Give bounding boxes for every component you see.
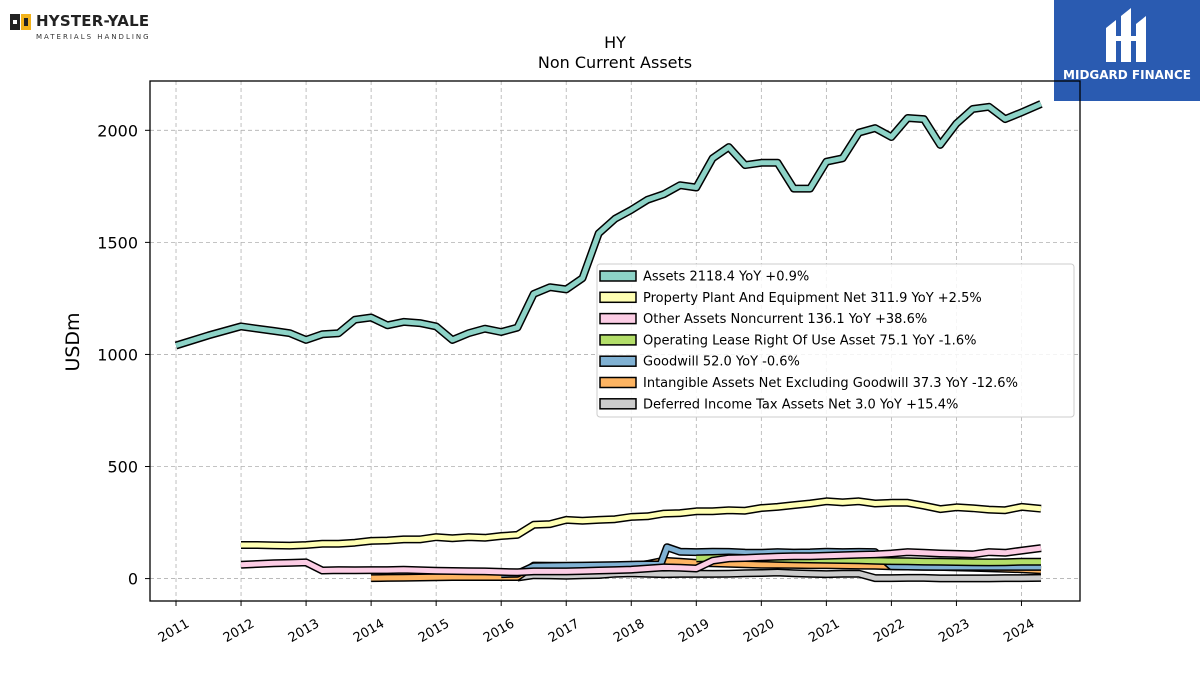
series-deferred-income-tax-assets-net [516,568,1042,583]
x-axis-ticks: 2011 2012 2013 2014 2015 2016 2017 2018 2019 2020… [156,601,1037,646]
y-tick-label: 1000 [97,345,138,364]
plot-frame [149,80,1081,602]
brand-subtitle: MATERIALS HANDLING [36,33,151,41]
midgard-mark-icon [1106,8,1146,62]
midgard-finance-logo: MIDGARD FINANCE [1054,0,1200,101]
series-line [240,545,1042,575]
series-goodwill [501,543,1041,579]
x-tick-label: 2016 [481,616,517,646]
x-tick-label: 2012 [221,616,257,646]
x-tick-label: 2021 [806,616,842,646]
legend-swatch [599,334,637,346]
legend-entry: Assets 2118.4 YoY +0.9% [643,270,809,285]
series-line [517,570,1042,581]
legend-swatch [599,291,637,304]
x-tick-label: 2019 [676,616,712,646]
series-other-assets-noncurrent [240,544,1042,577]
y-tick-label: 500 [107,458,138,477]
x-tick-label: 2022 [871,616,907,646]
x-tick-label: 2013 [286,616,322,646]
x-tick-label: 2024 [1001,616,1037,646]
x-tick-label: 2020 [741,616,777,646]
chart-title: HY [604,33,626,52]
series-assets [174,100,1043,350]
y-tick-label: 0 [128,570,138,589]
legend-box [596,263,1075,418]
legend-swatch [599,355,637,367]
legend-swatch [599,312,637,325]
legend: Assets 2118.4 YoY +0.9% Property Plant An… [596,263,1075,418]
series-line [501,544,1041,577]
legend-entry: Goodwill 52.0 YoY -0.6% [643,355,800,370]
x-tick-label: 2023 [936,616,972,646]
legend-entry: Other Assets Noncurrent 136.1 YoY +38.6% [643,312,927,327]
series-property-plant-and-equipment-net [241,497,1042,550]
legend-swatch [599,270,637,282]
series-line [241,498,1042,549]
chart-subtitle: Non Current Assets [538,53,692,72]
series-lines [174,100,1043,583]
x-tick-label: 2011 [156,616,192,646]
legend-swatch [599,398,637,410]
legend-entry: Operating Lease Right Of Use Asset 75.1 … [643,333,976,348]
x-tick-label: 2015 [416,616,452,646]
series-outline [241,497,1042,550]
legend-swatch [599,376,637,389]
legend-entry: Intangible Assets Net Excluding Goodwill… [643,376,1018,391]
partner-name: MIDGARD FINANCE [1063,68,1191,82]
x-tick-label: 2018 [611,616,647,646]
series-line [175,101,1042,348]
legend-entry: Property Plant And Equipment Net 311.9 Y… [643,291,982,306]
brand-name: HYSTER-YALE [36,12,150,30]
y-tick-label: 1500 [97,233,138,252]
y-axis-label: USDm [62,312,84,371]
hyster-yale-logo: HYSTER-YALE MATERIALS HANDLING [10,12,160,46]
legend-entry: Deferred Income Tax Assets Net 3.0 YoY +… [643,397,958,412]
y-axis-ticks: 0 500 1000 1500 2000 [97,121,150,589]
x-tick-label: 2014 [351,616,387,646]
hyster-yale-mark-icon [10,14,31,30]
x-tick-label: 2017 [546,616,582,646]
y-tick-label: 2000 [97,121,138,140]
